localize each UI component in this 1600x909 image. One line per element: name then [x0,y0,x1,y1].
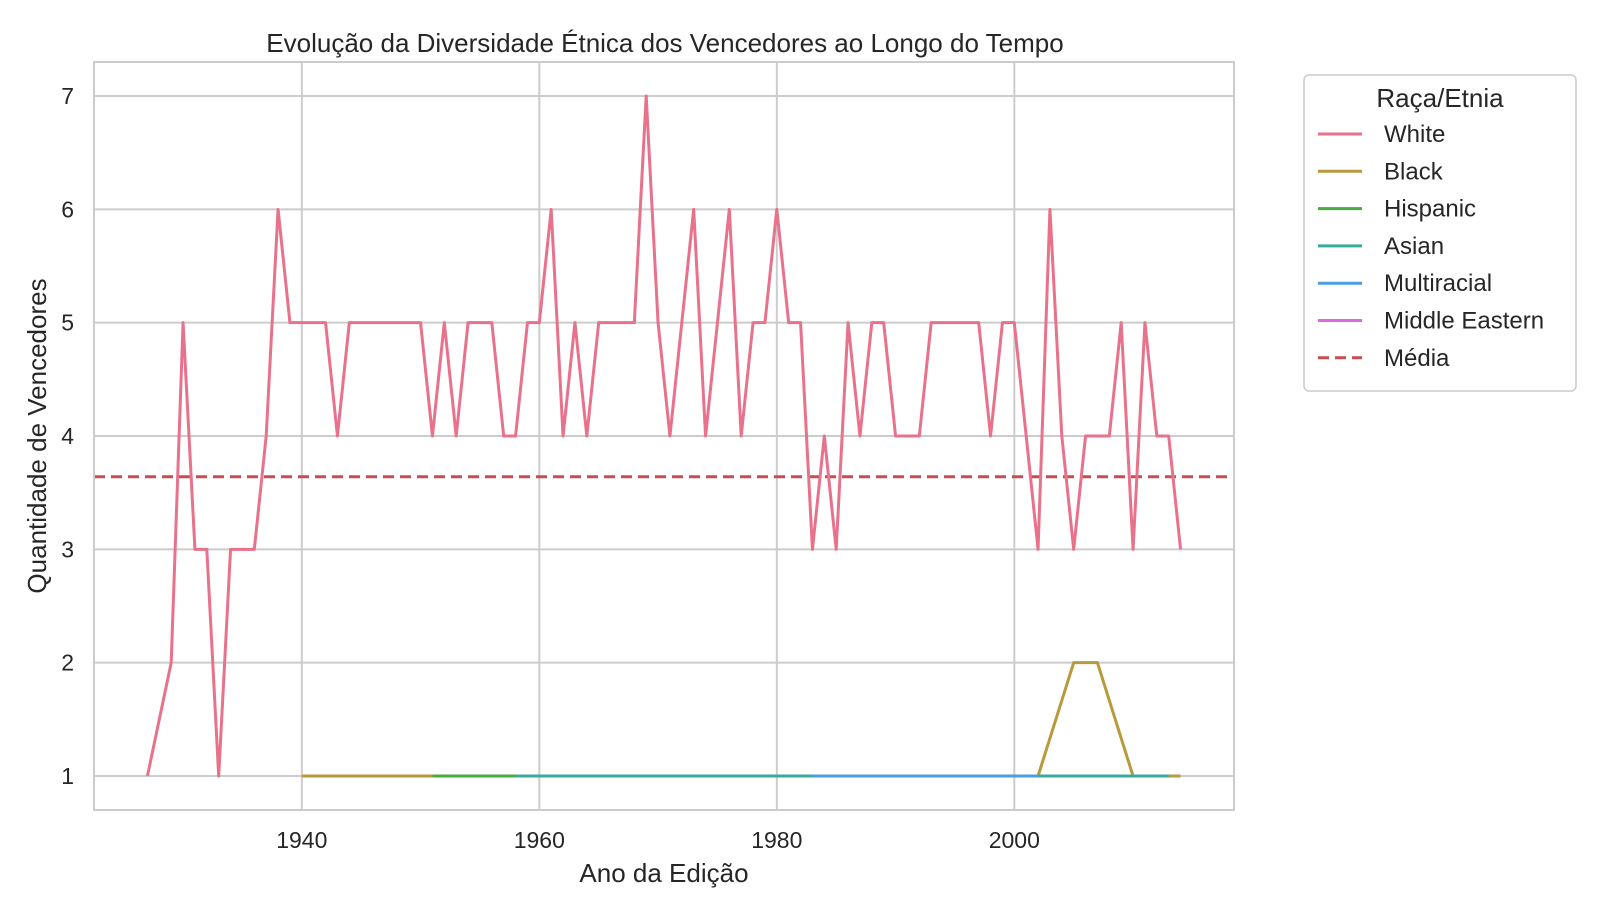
legend-label: Multiracial [1384,270,1492,297]
legend-label: Hispanic [1384,196,1476,223]
legend-items: White Black Hispanic Asian Multiracial Middle… [1318,121,1544,372]
x-axis-title: Ano da Edição [579,858,748,888]
series-lines [94,94,1234,778]
plot-frame [93,61,1235,811]
y-tick-label: 2 [61,650,74,676]
x-tick-label: 1960 [514,827,565,853]
y-tick-label: 3 [61,536,74,562]
series-line-white [145,94,1183,778]
y-tick-label: 4 [61,423,74,449]
y-axis-title: Quantidade de Vencedores [22,278,52,593]
y-tick-label: 5 [61,310,74,336]
y-tick-labels: 1 2 3 4 5 6 7 [61,83,74,789]
y-tick-label: 1 [61,763,74,789]
chart-title: Evolução da Diversidade Étnica dos Vence… [266,28,1063,58]
legend-label: Black [1384,158,1444,185]
legend-label: Middle Eastern [1384,308,1544,335]
legend-label: White [1384,121,1445,148]
y-tick-label: 6 [61,196,74,222]
x-tick-label: 1980 [751,827,802,853]
x-tick-label: 2000 [989,827,1040,853]
x-tick-label: 1940 [276,827,327,853]
legend-box [1303,74,1577,392]
legend-title: Raça/Etnia [1376,83,1504,113]
series-line-black [301,661,1181,778]
y-tick-label: 7 [61,83,74,109]
legend: Raça/Etnia White Black Hispanic Asian Multir… [1303,74,1577,392]
legend-label: Média [1384,345,1450,372]
legend-label: Asian [1384,233,1444,260]
x-tick-labels: 1940 1960 1980 2000 [276,827,1040,853]
